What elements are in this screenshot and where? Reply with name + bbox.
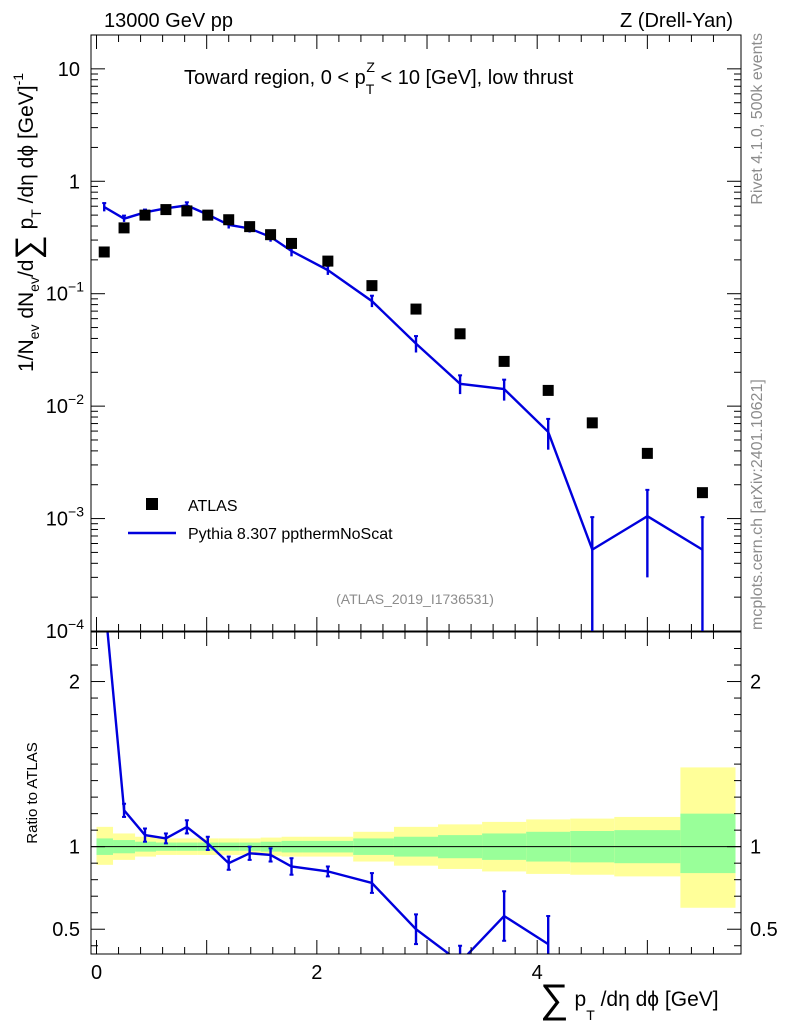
- main-y-tick-label: 1: [69, 171, 80, 193]
- atlas-data-point: [223, 214, 235, 226]
- atlas-data-point: [454, 328, 466, 340]
- header-energy-label: 13000 GeV pp: [104, 10, 233, 32]
- main-x-ticks: [96, 35, 714, 631]
- ratio-y-tick-label-right: 1: [750, 837, 761, 859]
- legend-atlas-label: ATLAS: [188, 498, 238, 515]
- atlas-data-point: [139, 209, 151, 221]
- title-sub: T: [366, 81, 375, 97]
- atlas-data-point: [202, 209, 214, 221]
- ratio-plot-frame: [90, 631, 742, 955]
- rivet-label: Rivet 4.1.0, 500k events: [749, 33, 766, 205]
- ratio-x-ticks: 0 2 4: [91, 632, 714, 984]
- svg-text:∑pT /dη dϕ [GeV]: ∑ pT /dη dϕ [GeV]: [540, 977, 719, 1023]
- ratio-series-line: [106, 632, 549, 954]
- atlas-data-point: [641, 447, 653, 459]
- ratio-y-tick-label: 1: [69, 837, 80, 859]
- main-y-tick-label: 10−2: [46, 391, 84, 418]
- main-plot-frame: [90, 34, 742, 632]
- atlas-data-point: [410, 303, 422, 315]
- atlas-data-point: [286, 237, 298, 249]
- legend-pythia-label: Pythia 8.307 ppthermNoScat: [188, 526, 393, 543]
- ratio-uncertainty-bands: [96, 767, 736, 908]
- ratio-panel: 0.5 0.5 1 1 2 2 0 2 4 Ratio to ATLAS ∑ pT /dη dϕ…: [24, 631, 778, 1023]
- main-panel: Toward region, 0 < pTZ < 10 [GeV], low t…: [9, 34, 742, 643]
- ratio-x-tick-label: 2: [311, 962, 322, 984]
- legend: ATLAS Pythia 8.307 ppthermNoScat: [128, 498, 393, 543]
- atlas-data-point: [498, 355, 510, 367]
- ratio-y-ticks: 0.5 0.5 1 1 2 2: [52, 648, 778, 947]
- svg-text:1/Nev dNev/d∑ pT /dη dϕ [GeV]: 1/Nev dNev/d∑ pT /dη dϕ [GeV]-1: [9, 73, 47, 372]
- atlas-data-point: [366, 280, 378, 292]
- atlas-data-point: [322, 255, 334, 267]
- ratio-y-tick-label: 2: [69, 672, 80, 694]
- atlas-data-point: [160, 204, 172, 216]
- atlas-data-point: [181, 205, 193, 217]
- ratio-inner-band: [680, 813, 736, 874]
- main-y-axis-label: 1/Nev dNev/d∑ pT /dη dϕ [GeV]-1: [9, 73, 47, 372]
- main-y-tick-label: 10−4: [46, 616, 84, 643]
- title-prefix: Toward region, 0 < p: [184, 67, 366, 89]
- ratio-x-tick-label: 0: [91, 962, 102, 984]
- main-y-tick-label: 10: [58, 59, 80, 81]
- ratio-y-tick-label-right: 2: [750, 672, 761, 694]
- analysis-watermark: (ATLAS_2019_I1736531): [336, 591, 494, 607]
- ratio-y-axis-label: Ratio to ATLAS: [24, 742, 41, 843]
- atlas-data-point: [696, 487, 708, 499]
- legend-atlas-marker: [146, 498, 158, 510]
- main-y-tick-label: 10−1: [46, 279, 84, 306]
- atlas-data-point: [244, 221, 256, 233]
- title-sup: Z: [366, 59, 375, 75]
- atlas-data-point: [98, 246, 110, 258]
- atlas-data-point: [542, 384, 554, 396]
- main-y-ticks: 10 1 10−1 10−2 10−3 10−4: [46, 34, 741, 643]
- ratio-x-tick-label: 4: [532, 962, 543, 984]
- x-axis-label: ∑ pT /dη dϕ [GeV]: [540, 977, 719, 1023]
- main-data-marks: [98, 201, 708, 631]
- header-process-label: Z (Drell-Yan): [620, 10, 733, 32]
- ratio-y-tick-label-right: 0.5: [750, 919, 778, 941]
- main-title: Toward region, 0 < pTZ < 10 [GeV], low t…: [184, 59, 574, 97]
- main-y-tick-label: 10−3: [46, 504, 84, 531]
- ratio-data-marks: [106, 632, 551, 954]
- atlas-data-point: [265, 229, 277, 241]
- ratio-y-tick-label: 0.5: [52, 919, 80, 941]
- atlas-data-point: [118, 222, 130, 234]
- title-suffix: < 10 [GeV], low thrust: [375, 67, 574, 89]
- atlas-data-point: [586, 417, 598, 429]
- mcplots-label: mcplots.cern.ch [arXiv:2401.10621]: [749, 379, 766, 630]
